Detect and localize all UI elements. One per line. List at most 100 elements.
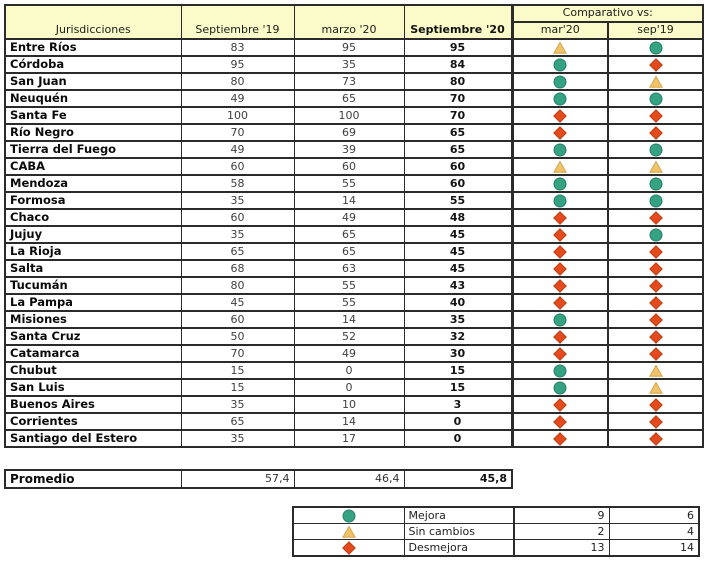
- vs-mar20-indicator-cell: [511, 208, 609, 227]
- sep20-value: 15: [403, 378, 514, 397]
- sep19-value: 49: [180, 89, 295, 108]
- desmejora-icon: [648, 245, 663, 258]
- sin-cambios-icon: [648, 364, 663, 377]
- table-row: Córdoba 95 35 84: [4, 55, 704, 74]
- desmejora-icon: [648, 58, 663, 71]
- mar20-value: 0: [293, 361, 405, 380]
- sep19-value: 35: [180, 429, 295, 448]
- vs-mar20-indicator-cell: [511, 310, 609, 329]
- mejora-icon: [553, 364, 567, 377]
- vs-sep19-indicator-cell: [607, 242, 704, 261]
- table-row: San Luis 15 0 15: [4, 378, 704, 397]
- vs-mar20-indicator-cell: [511, 378, 609, 397]
- legend-mejora-icon-cell: [292, 506, 405, 524]
- table-row: Neuquén 49 65 70: [4, 89, 704, 108]
- desmejora-icon: [553, 347, 568, 360]
- promedio-row: Promedio 57,4 46,4 45,8: [4, 469, 513, 489]
- table-row: Corrientes 65 14 0: [4, 412, 704, 431]
- desmejora-icon: [553, 109, 568, 122]
- vs-mar20-indicator-cell: [511, 157, 609, 176]
- vs-sep19-indicator-cell: [607, 378, 704, 397]
- vs-mar20-indicator-cell: [511, 259, 609, 278]
- sin-cambios-icon: [648, 381, 663, 394]
- mar20-value: 63: [293, 259, 405, 278]
- header-septiembre-20: Septiembre '20: [403, 4, 514, 40]
- vs-sep19-indicator-cell: [607, 38, 704, 57]
- vs-sep19-indicator-cell: [607, 412, 704, 431]
- jurisdiction-name: San Juan: [4, 72, 182, 91]
- vs-mar20-indicator-cell: [511, 191, 609, 210]
- mejora-icon: [649, 194, 662, 207]
- desmejora-icon: [648, 432, 663, 445]
- sep20-value: 95: [403, 38, 514, 57]
- vs-mar20-indicator-cell: [511, 395, 609, 414]
- vs-mar20-indicator-cell: [511, 327, 609, 346]
- mejora-icon: [649, 92, 662, 105]
- legend-table: Mejora 9 6 Sin cambios 2 4 Desmejora 13 14: [292, 506, 700, 557]
- jurisdiction-name: La Pampa: [4, 293, 182, 312]
- table-row: Río Negro 70 69 65: [4, 123, 704, 142]
- mar20-value: 55: [293, 276, 405, 295]
- mar20-value: 49: [293, 208, 405, 227]
- jurisdiction-name: Catamarca: [4, 344, 182, 363]
- vs-mar20-indicator-cell: [511, 276, 609, 295]
- table-row: Santiago del Estero 35 17 0: [4, 429, 704, 448]
- header-vs-sep19: sep'19: [607, 21, 704, 40]
- sep20-value: 0: [403, 429, 514, 448]
- vs-sep19-indicator-cell: [607, 310, 704, 329]
- sep20-value: 45: [403, 225, 514, 244]
- sep20-value: 65: [403, 123, 514, 142]
- sep19-value: 60: [180, 157, 295, 176]
- desmejora-icon: [553, 279, 568, 292]
- table-row: Mendoza 58 55 60: [4, 174, 704, 193]
- sep19-value: 80: [180, 72, 295, 91]
- header-comparativo: Comparativo vs:: [511, 4, 704, 23]
- desmejora-icon: [553, 228, 568, 241]
- desmejora-icon: [648, 126, 663, 139]
- legend-vs-mar20-count: 2: [513, 523, 610, 540]
- vs-sep19-indicator-cell: [607, 276, 704, 295]
- table-row: Misiones 60 14 35: [4, 310, 704, 329]
- mar20-value: 49: [293, 344, 405, 363]
- promedio-sep20-value: 45,8: [403, 469, 513, 489]
- jurisdiction-name: Santiago del Estero: [4, 429, 182, 448]
- vs-mar20-indicator-cell: [511, 242, 609, 261]
- vs-sep19-indicator-cell: [607, 191, 704, 210]
- sep20-value: 0: [403, 412, 514, 431]
- promedio-sep19-value: 57,4: [180, 469, 295, 489]
- legend-vs-mar20-count: 13: [513, 539, 610, 557]
- header-vs-mar20: mar'20: [511, 21, 609, 40]
- table-row: CABA 60 60 60: [4, 157, 704, 176]
- mar20-value: 65: [293, 242, 405, 261]
- desmejora-icon: [553, 432, 568, 445]
- sep20-value: 45: [403, 259, 514, 278]
- mar20-value: 17: [293, 429, 405, 448]
- mar20-value: 100: [293, 106, 405, 125]
- desmejora-icon: [648, 296, 663, 309]
- legend-row: Sin cambios 2 4: [292, 523, 700, 540]
- sep20-value: 43: [403, 276, 514, 295]
- mar20-value: 55: [293, 293, 405, 312]
- jurisdiction-name: La Rioja: [4, 242, 182, 261]
- jurisdiction-name: Salta: [4, 259, 182, 278]
- sep19-value: 65: [180, 242, 295, 261]
- jurisdiction-name: Jujuy: [4, 225, 182, 244]
- mar20-value: 69: [293, 123, 405, 142]
- vs-sep19-indicator-cell: [607, 89, 704, 108]
- legend-sin-cambios-icon-cell: [292, 523, 405, 540]
- desmejora-icon: [648, 211, 663, 224]
- jurisdiction-name: Entre Ríos: [4, 38, 182, 57]
- sep20-value: 35: [403, 310, 514, 329]
- mar20-value: 0: [293, 378, 405, 397]
- sep19-value: 68: [180, 259, 295, 278]
- vs-sep19-indicator-cell: [607, 55, 704, 74]
- mejora-icon: [649, 177, 662, 190]
- mar20-value: 60: [293, 157, 405, 176]
- table-row: Buenos Aires 35 10 3: [4, 395, 704, 414]
- legend-desmejora-icon-cell: [292, 539, 405, 557]
- sep20-value: 60: [403, 157, 514, 176]
- legend-label: Desmejora: [403, 539, 515, 557]
- legend-row: Mejora 9 6: [292, 506, 700, 524]
- vs-mar20-indicator-cell: [511, 174, 609, 193]
- promedio-mar20-value: 46,4: [293, 469, 405, 489]
